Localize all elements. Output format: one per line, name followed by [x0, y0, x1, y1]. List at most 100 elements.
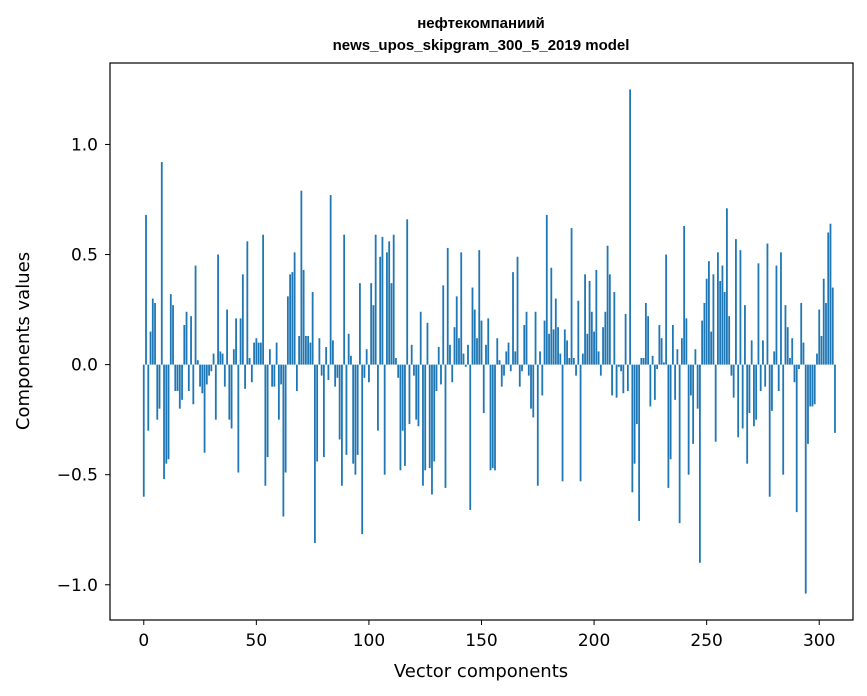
bar — [638, 364, 641, 521]
bar — [428, 364, 431, 469]
bar — [156, 364, 159, 420]
bar — [590, 311, 593, 365]
bar — [809, 364, 812, 407]
bar — [462, 353, 465, 365]
bar — [212, 353, 215, 365]
bar — [669, 364, 672, 460]
bar — [802, 342, 805, 365]
bar — [295, 364, 298, 392]
bar — [467, 344, 469, 365]
bar — [318, 338, 321, 365]
bar — [739, 250, 742, 365]
bar — [507, 342, 510, 365]
bar — [563, 329, 566, 365]
bar — [327, 364, 330, 381]
bar — [665, 254, 668, 365]
bar — [660, 338, 663, 365]
bar — [816, 353, 818, 365]
bar — [534, 311, 537, 365]
bar — [800, 302, 803, 365]
bar — [419, 311, 422, 365]
bar — [237, 364, 240, 473]
bar — [512, 272, 514, 365]
bar — [356, 364, 359, 455]
bar — [786, 327, 789, 365]
bars-group — [142, 89, 836, 594]
bar — [259, 342, 262, 365]
bar — [753, 364, 755, 427]
bar — [617, 364, 620, 367]
bar — [473, 309, 476, 365]
bar — [446, 247, 449, 365]
bar — [154, 302, 156, 365]
bar — [782, 364, 785, 475]
bar — [804, 364, 807, 594]
bar — [298, 336, 301, 365]
bar — [620, 364, 622, 372]
y-tick-label: −0.5 — [57, 466, 98, 486]
bar — [244, 364, 246, 389]
bar — [514, 351, 517, 365]
bar — [201, 364, 204, 394]
bar — [539, 351, 541, 365]
bar — [336, 364, 339, 378]
bar — [379, 256, 382, 365]
bar — [383, 364, 386, 475]
bar — [750, 340, 753, 365]
bar — [649, 364, 652, 407]
bar — [557, 327, 559, 365]
bar — [192, 364, 195, 405]
bar — [496, 338, 499, 365]
bar — [685, 318, 688, 365]
bar — [757, 263, 760, 365]
y-tick-label: 1.0 — [71, 135, 98, 155]
bar — [568, 358, 571, 365]
bar — [250, 364, 253, 383]
bar — [350, 355, 352, 365]
bar — [622, 364, 625, 394]
bar — [361, 364, 364, 535]
bar — [552, 329, 555, 365]
bar — [199, 364, 201, 387]
x-axis-label: Vector components — [394, 661, 568, 682]
bar — [487, 318, 490, 365]
bar — [705, 278, 708, 365]
bar — [651, 355, 654, 365]
bar — [476, 338, 478, 365]
bar — [541, 364, 544, 396]
bar — [311, 291, 314, 365]
bar — [658, 324, 661, 365]
bar — [320, 364, 323, 376]
bar — [491, 364, 494, 469]
bar — [160, 162, 163, 365]
bar — [723, 291, 726, 365]
bar — [831, 287, 834, 365]
bar — [554, 298, 557, 365]
x-tick-label: 250 — [690, 631, 722, 651]
bar — [536, 364, 539, 486]
bar — [169, 294, 172, 365]
bar — [615, 364, 618, 398]
bar — [545, 214, 548, 365]
bar — [629, 89, 631, 365]
bar — [208, 364, 210, 376]
bar — [226, 309, 228, 365]
bar — [478, 250, 481, 365]
bar — [275, 342, 278, 365]
bar — [365, 349, 368, 365]
bar — [253, 342, 255, 365]
bar — [273, 364, 276, 387]
bar — [453, 327, 456, 365]
y-axis: −1.0 −0.5 0.0 0.5 1.0 — [57, 135, 110, 596]
bar — [174, 364, 177, 392]
bar — [142, 364, 145, 497]
bar — [793, 364, 796, 383]
bar — [185, 311, 188, 365]
bar — [313, 364, 316, 543]
bar — [717, 252, 719, 365]
bar — [597, 351, 600, 365]
bar — [426, 322, 429, 365]
bar — [406, 219, 409, 365]
bar — [262, 234, 264, 365]
